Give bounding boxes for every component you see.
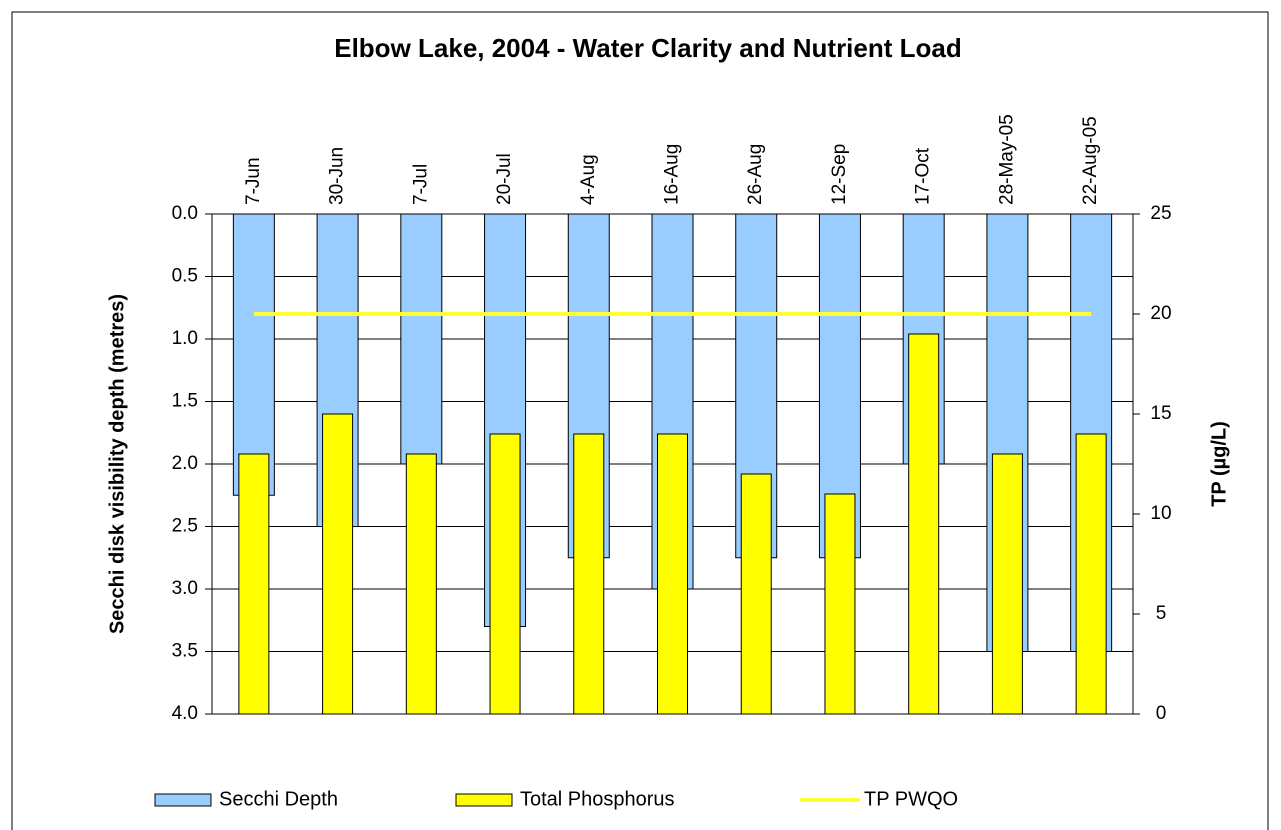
- bar: [322, 413, 354, 715]
- bar: [824, 493, 856, 715]
- y-tick-label: 2.5: [172, 516, 198, 537]
- x-tick-label: 16-Aug: [662, 144, 683, 205]
- bar: [238, 453, 270, 715]
- y-tick-label: 1.0: [172, 328, 198, 349]
- x-tick-label: 7-Jul: [410, 164, 431, 205]
- legend-label: Secchi Depth: [219, 788, 338, 810]
- legend-swatch: [455, 793, 513, 807]
- bar: [991, 453, 1023, 715]
- y2-axis-label: TP (µg/L): [1208, 421, 1230, 507]
- x-tick-label: 12-Sep: [829, 144, 850, 205]
- y-tick-label: 3.0: [172, 578, 198, 599]
- x-tick-label: 4-Aug: [578, 154, 599, 205]
- x-tick-label: 17-Oct: [913, 147, 934, 205]
- y-tick-label: 4.0: [172, 703, 198, 724]
- y-axis-label: Secchi disk visibility depth (metres): [106, 294, 128, 634]
- chart-title: Elbow Lake, 2004 - Water Clarity and Nut…: [334, 33, 962, 63]
- bar: [740, 473, 772, 715]
- x-tick-label: 28-May-05: [996, 114, 1017, 205]
- y2-tick-label: 10: [1150, 503, 1171, 524]
- y-tick-label: 0.5: [172, 266, 198, 287]
- y2-tick-label: 20: [1150, 303, 1171, 324]
- y2-tick-label: 5: [1156, 603, 1167, 624]
- bar: [405, 453, 437, 715]
- x-tick-label: 20-Jul: [494, 153, 515, 205]
- y-tick-label: 2.0: [172, 453, 198, 474]
- legend-label: TP PWQO: [864, 788, 958, 810]
- y2-tick-label: 0: [1156, 703, 1167, 724]
- y-tick-label: 3.5: [172, 641, 198, 662]
- bar: [657, 433, 688, 715]
- y2-tick-label: 25: [1150, 203, 1171, 224]
- x-tick-label: 7-Jun: [243, 157, 264, 205]
- x-tick-label: 26-Aug: [745, 144, 766, 205]
- y-tick-label: 0.0: [172, 203, 198, 224]
- chart-frame: [11, 11, 1269, 830]
- y-tick-label: 1.5: [172, 391, 198, 412]
- bar: [489, 433, 521, 715]
- x-tick-label: 30-Jun: [327, 147, 348, 205]
- x-tick-label: 22-Aug-05: [1080, 116, 1101, 205]
- bar: [1075, 433, 1107, 715]
- legend-swatch: [154, 793, 212, 807]
- y2-tick-label: 15: [1150, 403, 1171, 424]
- bar: [573, 433, 605, 715]
- legend-label: Total Phosphorus: [520, 788, 675, 810]
- bar: [400, 213, 443, 465]
- bar: [232, 213, 275, 496]
- bar: [908, 333, 940, 715]
